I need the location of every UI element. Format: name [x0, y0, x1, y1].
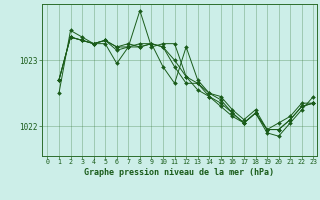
- X-axis label: Graphe pression niveau de la mer (hPa): Graphe pression niveau de la mer (hPa): [84, 168, 274, 177]
